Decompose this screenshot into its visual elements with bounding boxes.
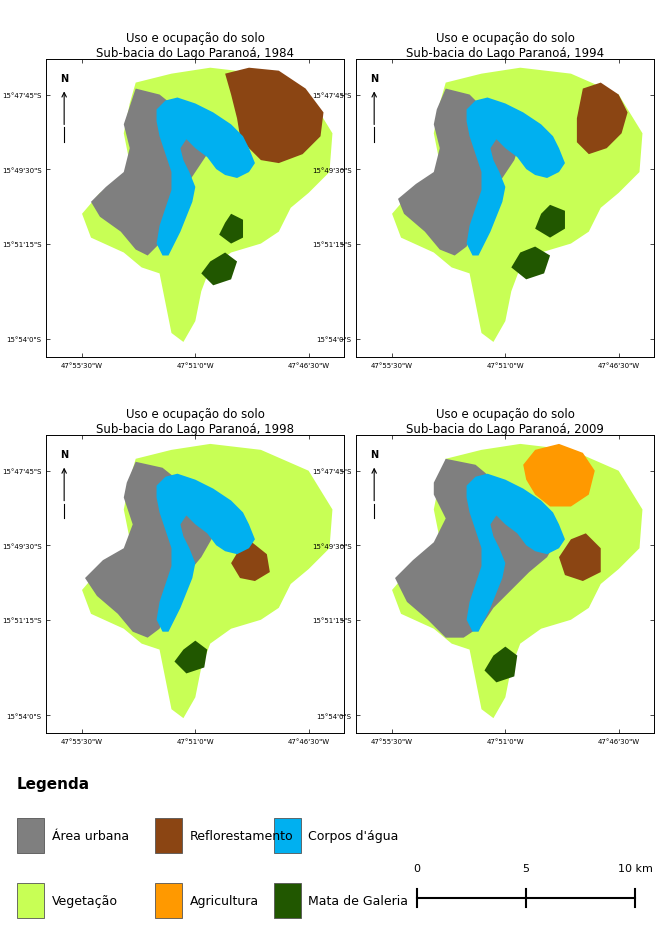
- Polygon shape: [202, 253, 237, 286]
- Polygon shape: [85, 463, 219, 638]
- Text: N: N: [60, 74, 68, 83]
- Text: Área urbana: Área urbana: [52, 829, 129, 842]
- Bar: [274, 883, 301, 918]
- Bar: [155, 818, 182, 853]
- Polygon shape: [512, 247, 550, 280]
- Bar: [17, 883, 44, 918]
- Title: Uso e ocupação do solo
Sub-bacia do Lago Paranoá, 1998: Uso e ocupação do solo Sub-bacia do Lago…: [97, 408, 294, 435]
- Text: Corpos d'água: Corpos d'água: [309, 829, 399, 842]
- Title: Uso e ocupação do solo
Sub-bacia do Lago Paranoá, 2009: Uso e ocupação do solo Sub-bacia do Lago…: [407, 408, 604, 435]
- Text: N: N: [370, 74, 378, 83]
- Text: 5: 5: [522, 863, 529, 873]
- Text: Mata de Galeria: Mata de Galeria: [309, 894, 408, 907]
- Polygon shape: [157, 98, 255, 256]
- Text: Vegetação: Vegetação: [52, 894, 118, 907]
- Polygon shape: [524, 445, 595, 507]
- Text: Legenda: Legenda: [17, 776, 90, 791]
- Polygon shape: [392, 69, 642, 343]
- Polygon shape: [485, 647, 518, 683]
- Polygon shape: [395, 460, 559, 638]
- Bar: [155, 883, 182, 918]
- Title: Uso e ocupação do solo
Sub-bacia do Lago Paranoá, 1984: Uso e ocupação do solo Sub-bacia do Lago…: [97, 32, 294, 59]
- Text: N: N: [370, 449, 378, 460]
- Polygon shape: [559, 533, 601, 582]
- Polygon shape: [225, 69, 323, 164]
- Polygon shape: [82, 445, 332, 718]
- Polygon shape: [467, 474, 565, 632]
- Polygon shape: [392, 445, 642, 718]
- Bar: [17, 818, 44, 853]
- Title: Uso e ocupação do solo
Sub-bacia do Lago Paranoá, 1994: Uso e ocupação do solo Sub-bacia do Lago…: [407, 32, 604, 59]
- Text: 10 km: 10 km: [618, 863, 652, 873]
- Bar: [274, 818, 301, 853]
- Polygon shape: [82, 69, 332, 343]
- Text: 0: 0: [413, 863, 420, 873]
- Polygon shape: [231, 543, 270, 582]
- Polygon shape: [577, 83, 627, 155]
- Polygon shape: [398, 90, 520, 256]
- Text: N: N: [60, 449, 68, 460]
- Polygon shape: [91, 90, 214, 256]
- Polygon shape: [219, 214, 243, 244]
- Text: Reflorestamento: Reflorestamento: [190, 829, 293, 842]
- Text: Agricultura: Agricultura: [190, 894, 258, 907]
- Polygon shape: [175, 641, 208, 674]
- Polygon shape: [157, 474, 255, 632]
- Polygon shape: [535, 206, 565, 238]
- Polygon shape: [467, 98, 565, 256]
